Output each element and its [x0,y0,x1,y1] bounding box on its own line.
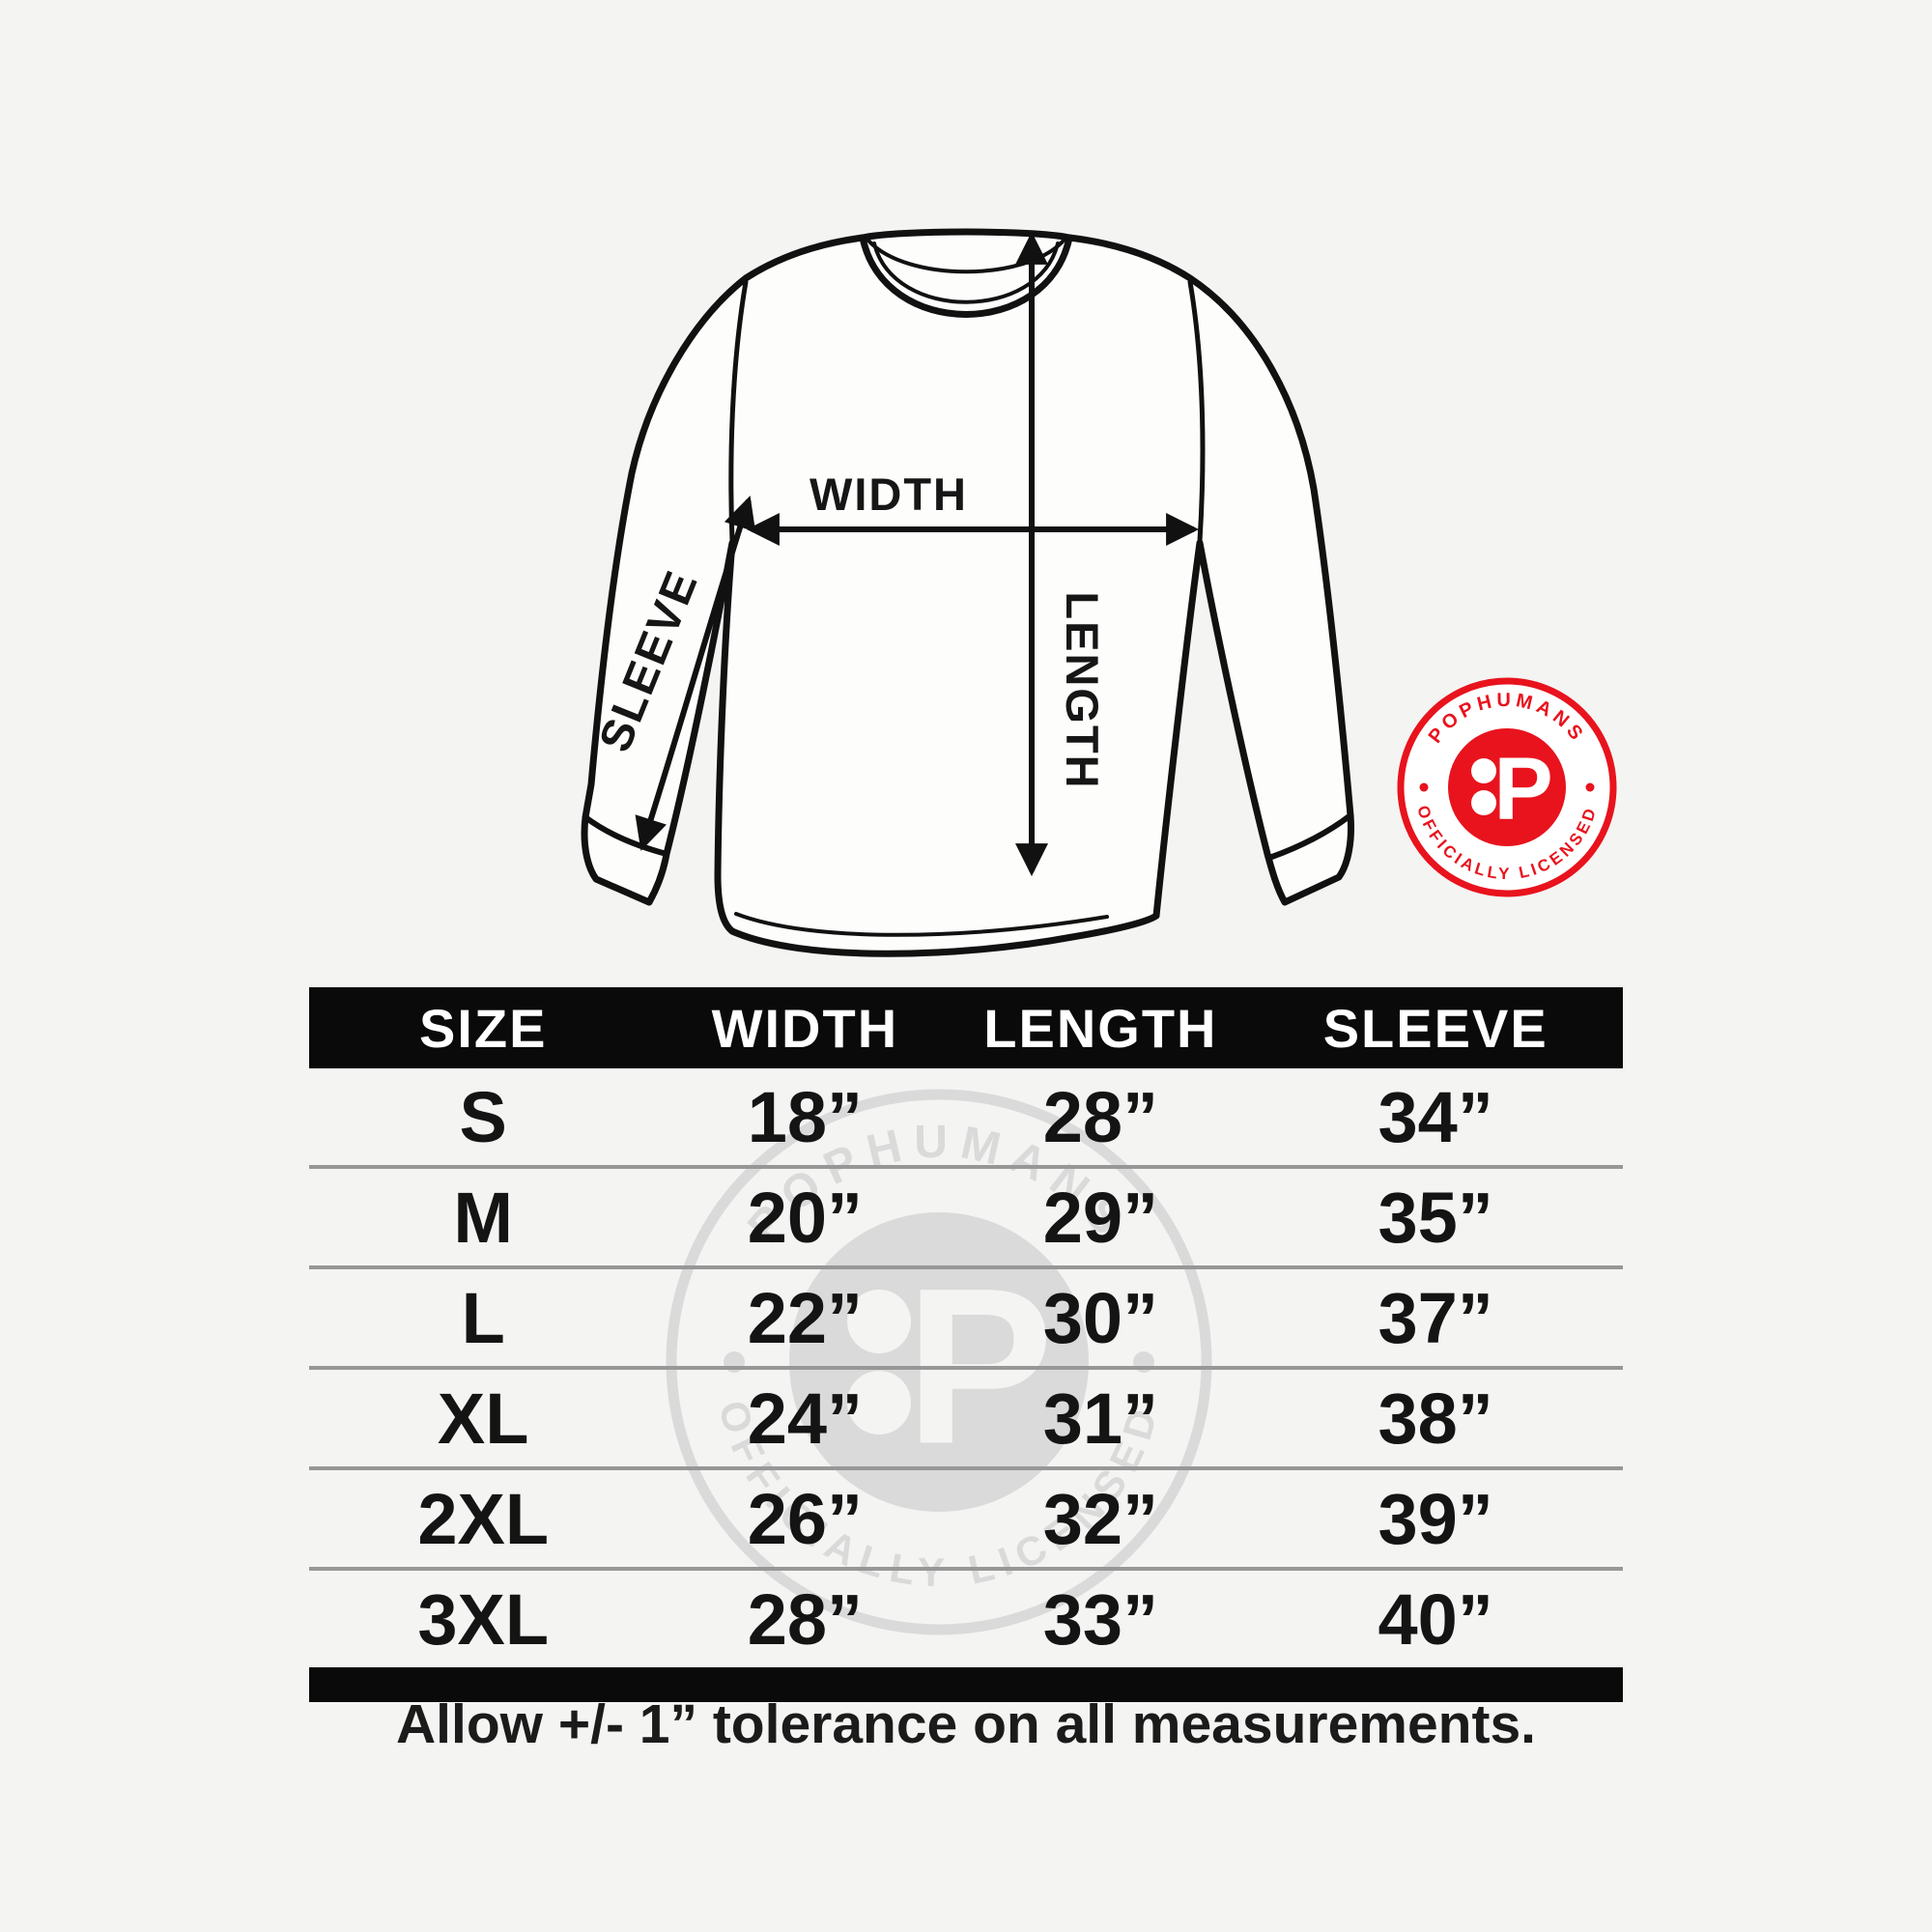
table-bottom-bar [309,1667,1623,1702]
length-label: LENGTH [1057,591,1108,789]
badge-dot-right [1585,782,1595,792]
cell-sleeve: 35” [1378,1177,1493,1258]
cell-size: XL [437,1378,529,1459]
cell-size: L [461,1277,505,1358]
cell-width: 24” [747,1378,864,1459]
cell-sleeve: 38” [1378,1378,1493,1459]
badge-monogram: P [1493,740,1552,838]
badge-inner-circle [1448,728,1566,846]
collar-outer-arc [859,234,1073,318]
cell-length: 28” [1042,1076,1159,1157]
cell-width: 26” [747,1478,864,1559]
shirt-silhouette [581,228,1354,957]
cell-width: 20” [747,1177,864,1258]
cell-length: 33” [1042,1578,1159,1660]
table-row: L 22” 30” 37” [309,1265,1623,1366]
shirt-drawing [581,228,1354,957]
badge-colon-dot [1471,758,1496,783]
column-header-length: LENGTH [983,997,1218,1059]
cell-width: 18” [747,1076,864,1157]
column-header-size: SIZE [418,997,548,1059]
cell-size: S [459,1076,507,1157]
table-row: M 20” 29” 35” [309,1165,1623,1265]
cell-sleeve: 34” [1378,1076,1493,1157]
column-header-sleeve: SLEEVE [1322,997,1548,1059]
cell-length: 32” [1042,1478,1159,1559]
column-header-width: WIDTH [711,997,899,1059]
tolerance-footnote: Allow +/- 1” tolerance on all measuremen… [396,1693,1536,1755]
left-cuff-line [582,814,669,857]
cell-size: 3XL [417,1578,550,1660]
watermark-colon-dot [847,1371,911,1435]
watermark-ring [666,1089,1212,1635]
cell-sleeve: 39” [1378,1478,1493,1559]
cell-length: 31” [1042,1378,1159,1459]
cell-sleeve: 37” [1378,1277,1493,1358]
table-row: S 18” 28” 34” [309,1068,1623,1165]
right-armhole-seam [1187,279,1206,544]
cell-size: M [453,1177,514,1258]
cell-length: 29” [1042,1177,1159,1258]
watermark-colon-dot [847,1290,911,1353]
badge-colon-dot [1471,790,1496,815]
table-row: 2XL 26” 32” 39” [309,1466,1623,1567]
table-row: XL 24” 31” 38” [309,1366,1623,1466]
measurement-annotations [635,231,1200,877]
right-cuff-line [1266,812,1353,861]
size-chart-header-row: SIZE WIDTH LENGTH SLEEVE [309,987,1623,1068]
sleeve-arrow [635,496,756,851]
licensed-badge: P POPHUMANS OFFICIALLY LICENSED [1397,677,1617,897]
cell-width: 22” [747,1277,864,1358]
size-chart-table: SIZE WIDTH LENGTH SLEEVE S 18” 28” 34” M… [309,987,1623,1702]
cell-length: 30” [1042,1277,1159,1358]
table-row: 3XL 28” 33” 40” [309,1567,1623,1667]
badge-dot-left [1419,782,1429,792]
cell-width: 28” [747,1578,864,1660]
cell-sleeve: 40” [1378,1578,1493,1660]
watermark-inner-circle [789,1212,1089,1512]
cell-size: 2XL [417,1478,550,1559]
width-label: WIDTH [810,469,968,520]
hem-inner-line [734,912,1109,937]
